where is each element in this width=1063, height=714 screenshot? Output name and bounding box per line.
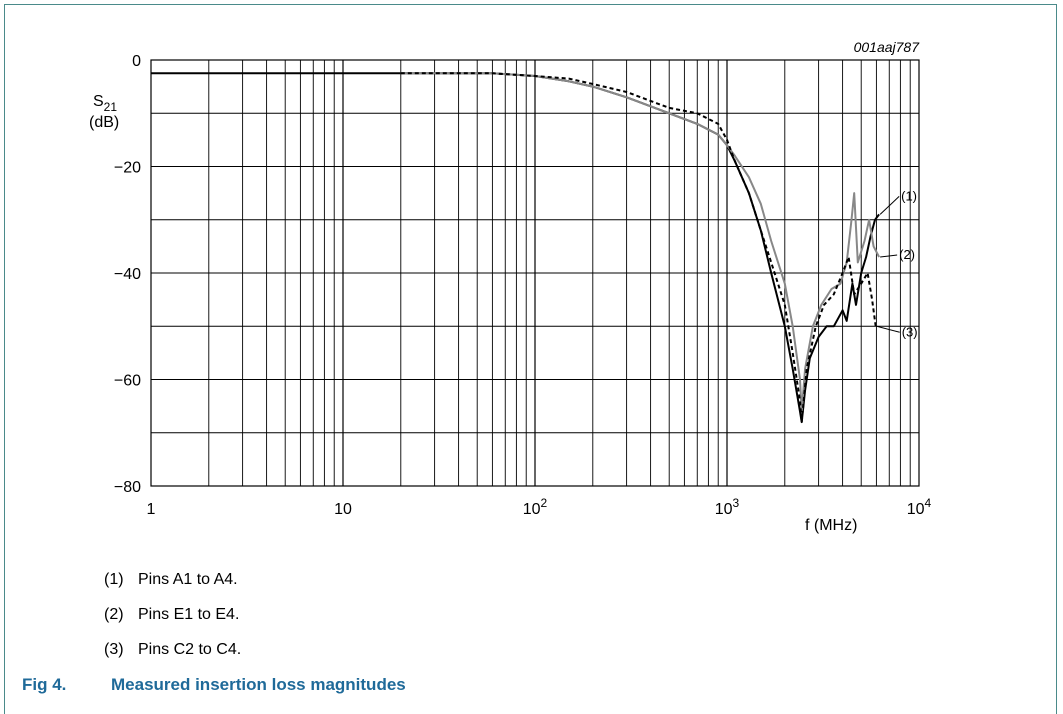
y-tick-label: −20 — [114, 160, 141, 177]
legend-note-2: (2) Pins E1 to E4. — [104, 606, 239, 624]
legend-note-1: (1) Pins A1 to A4. — [104, 571, 238, 589]
y-axis-unit: (dB) — [89, 114, 119, 131]
figure-caption: Fig 4. Measured insertion loss magnitudes — [22, 675, 406, 695]
annotation-label: (2) — [899, 247, 915, 262]
series-line — [400, 72, 880, 413]
x-axis-label: f (MHz) — [805, 517, 857, 534]
plot-area-border — [150, 59, 920, 487]
legend-note-number: (3) — [104, 641, 124, 658]
y-axis-label-subscript: 21 — [104, 100, 118, 114]
annotation-leader — [880, 254, 898, 258]
series-line — [151, 72, 880, 424]
x-tick-label: 103 — [715, 496, 740, 518]
grid — [151, 60, 919, 486]
axes — [150, 59, 920, 487]
legend-note-3: (3) Pins C2 to C4. — [104, 641, 241, 659]
y-axis-label: S21 — [93, 93, 117, 114]
annotation-leader — [879, 196, 900, 215]
figure-title: Measured insertion loss magnitudes — [111, 675, 406, 694]
x-tick-label: 10 — [334, 501, 352, 518]
y-tick-label: −80 — [114, 479, 141, 496]
series-line — [400, 72, 877, 424]
legend-note-number: (1) — [104, 571, 124, 588]
legend-note-text: Pins E1 to E4. — [138, 606, 240, 623]
figure-frame — [4, 4, 1057, 714]
x-tick-label: 102 — [523, 496, 548, 518]
chart-code: 001aaj787 — [854, 39, 921, 55]
y-tick-label: 0 — [132, 53, 141, 70]
y-tick-label: −40 — [114, 266, 141, 283]
annotation-leader — [876, 325, 900, 333]
labels: 001aaj787 S21 (dB) f (MHz) — [89, 39, 920, 534]
legend-note-text: Pins A1 to A4. — [138, 571, 238, 588]
annotation-label: (1) — [901, 188, 917, 203]
y-tick-label: −60 — [114, 373, 141, 390]
tick-labels: 0 −20 −40 −60 −80 1 10 102 103 104 — [114, 53, 932, 518]
legend-note-text: Pins C2 to C4. — [138, 641, 242, 658]
annotation-label: (3) — [902, 324, 918, 339]
series-group — [151, 72, 880, 424]
figure-number: Fig 4. — [22, 675, 67, 694]
x-tick-label: 1 — [147, 501, 156, 518]
legend-note-number: (2) — [104, 606, 124, 623]
x-tick-label: 104 — [907, 496, 932, 518]
series-annotations: (1) (2) (3) — [876, 188, 918, 339]
